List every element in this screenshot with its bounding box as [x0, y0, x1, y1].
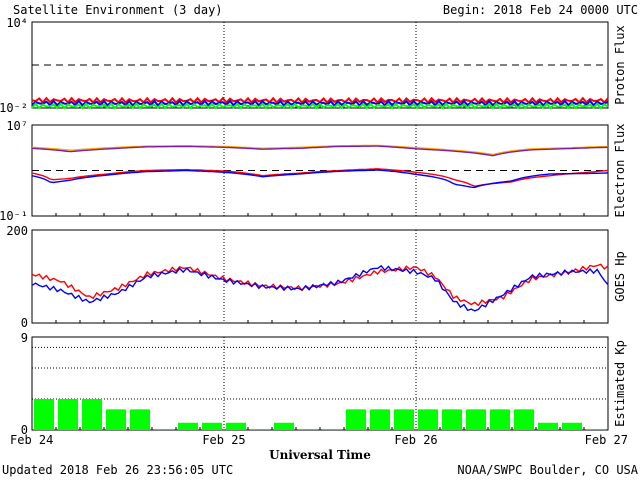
electron-series-line	[31, 145, 609, 157]
electron-series-line	[31, 169, 609, 189]
kp-bar	[250, 428, 270, 430]
kp-bar	[274, 422, 294, 430]
credit-label: NOAA/SWPC Boulder, CO USA	[457, 463, 638, 477]
proton-ytick-top: 10⁴	[6, 16, 28, 30]
kp-bar	[562, 422, 582, 430]
kp-bar	[82, 399, 102, 430]
x-tick-label: Feb 26	[394, 433, 437, 447]
panels: 10⁴ 10⁻² Proton Flux 10⁷ 10⁻¹ Electron Flux 20…	[0, 16, 628, 447]
kp-bar	[34, 399, 54, 430]
proton-panel-label: Proton Flux	[613, 25, 627, 104]
hp-series-line	[31, 263, 609, 307]
x-tick-label: Feb 27	[585, 433, 628, 447]
hp-ytick-bottom: 0	[21, 316, 28, 330]
kp-bar	[346, 409, 366, 430]
electron-ytick-top: 10⁷	[6, 119, 28, 133]
kp-bar	[58, 399, 78, 430]
kp-bar	[586, 428, 606, 430]
electron-series-line	[31, 144, 609, 156]
kp-bar	[418, 409, 438, 430]
electron-series-line	[31, 168, 609, 187]
kp-bar	[154, 428, 174, 430]
kp-bar	[394, 409, 414, 430]
kp-bar	[370, 409, 390, 430]
hp-panel-label: GOES Hp	[613, 251, 627, 302]
electron-ytick-bottom: 10⁻¹	[0, 209, 28, 223]
x-tick-label: Feb 25	[202, 433, 245, 447]
hp-frame	[31, 229, 609, 324]
kp-bar	[130, 409, 150, 430]
hp-series-line	[31, 264, 609, 312]
updated-label: Updated 2018 Feb 26 23:56:05 UTC	[2, 463, 233, 477]
kp-bar	[538, 422, 558, 430]
kp-ytick-top: 9	[21, 331, 28, 345]
kp-panel-label: Estimated Kp	[613, 340, 627, 427]
begin-label: Begin: 2018 Feb 24 0000 UTC	[443, 3, 638, 17]
kp-bar	[226, 422, 246, 430]
kp-bar	[466, 409, 486, 430]
chart-title: Satellite Environment (3 day)	[13, 3, 223, 17]
proton-ytick-bottom: 10⁻²	[0, 101, 28, 115]
proton-series-line	[31, 102, 609, 110]
kp-bar	[298, 428, 318, 430]
x-axis-label: Universal Time	[269, 448, 371, 462]
x-tick-label: Feb 24	[10, 433, 53, 447]
kp-bar	[106, 409, 126, 430]
kp-bar	[322, 428, 342, 430]
hp-ytick-top: 200	[6, 224, 28, 238]
kp-bar	[202, 422, 222, 430]
kp-bar	[178, 422, 198, 430]
electron-panel-label: Electron Flux	[613, 124, 627, 218]
kp-bar	[490, 409, 510, 430]
kp-ytick-bottom: 0	[21, 423, 28, 437]
kp-bar	[514, 409, 534, 430]
kp-bar	[442, 409, 462, 430]
